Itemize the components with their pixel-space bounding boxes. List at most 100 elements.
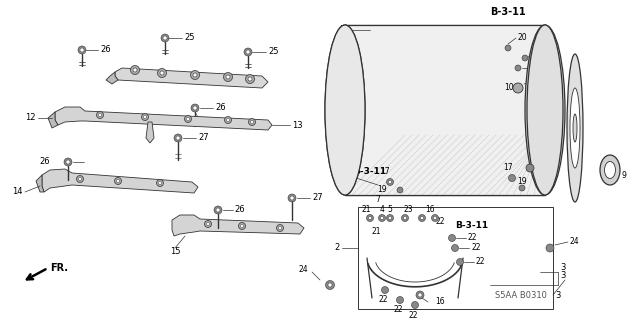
- Circle shape: [186, 117, 189, 121]
- Text: 25: 25: [184, 33, 195, 42]
- Text: FR.: FR.: [50, 263, 68, 273]
- Ellipse shape: [570, 88, 580, 168]
- Text: 15: 15: [170, 248, 180, 256]
- Text: 1: 1: [339, 26, 344, 34]
- Circle shape: [403, 217, 406, 219]
- Polygon shape: [48, 112, 58, 128]
- Circle shape: [246, 50, 250, 54]
- Ellipse shape: [527, 25, 563, 195]
- Circle shape: [77, 175, 83, 182]
- Circle shape: [387, 214, 394, 221]
- Circle shape: [239, 222, 246, 229]
- Text: 21: 21: [361, 205, 371, 214]
- Circle shape: [416, 291, 424, 299]
- Polygon shape: [42, 169, 198, 193]
- Text: S5AA B0310: S5AA B0310: [495, 291, 547, 300]
- Text: 22: 22: [476, 257, 486, 266]
- Circle shape: [80, 48, 84, 52]
- Circle shape: [99, 114, 102, 116]
- Text: 24: 24: [298, 265, 308, 275]
- Circle shape: [546, 244, 554, 252]
- Circle shape: [418, 293, 422, 297]
- Ellipse shape: [325, 25, 365, 195]
- Circle shape: [431, 214, 438, 221]
- Circle shape: [387, 179, 394, 186]
- Circle shape: [449, 234, 456, 241]
- Circle shape: [161, 34, 169, 42]
- Circle shape: [176, 136, 180, 140]
- Circle shape: [205, 220, 211, 227]
- Circle shape: [244, 48, 252, 56]
- Text: 7: 7: [376, 196, 380, 204]
- Text: 2: 2: [335, 243, 340, 253]
- Text: 3: 3: [555, 291, 561, 300]
- Circle shape: [388, 217, 392, 219]
- Circle shape: [509, 174, 515, 182]
- Circle shape: [193, 73, 197, 77]
- Polygon shape: [115, 68, 268, 88]
- Circle shape: [223, 72, 232, 81]
- Circle shape: [381, 217, 383, 219]
- Circle shape: [116, 180, 120, 182]
- Polygon shape: [172, 215, 304, 236]
- Circle shape: [141, 114, 148, 121]
- Circle shape: [248, 118, 255, 125]
- Text: 17: 17: [380, 167, 390, 176]
- Circle shape: [214, 206, 222, 214]
- Circle shape: [420, 217, 424, 219]
- Circle shape: [276, 225, 284, 232]
- Circle shape: [519, 185, 525, 191]
- Text: 12: 12: [26, 114, 36, 122]
- Circle shape: [278, 226, 282, 229]
- Text: 8: 8: [540, 51, 545, 61]
- Text: 16: 16: [435, 298, 445, 307]
- Circle shape: [388, 181, 392, 183]
- Text: 25: 25: [268, 48, 278, 56]
- Text: 19: 19: [517, 177, 527, 187]
- Text: 3: 3: [560, 263, 565, 272]
- Circle shape: [290, 196, 294, 200]
- Circle shape: [246, 75, 255, 84]
- Circle shape: [226, 75, 230, 79]
- Circle shape: [248, 77, 252, 81]
- Circle shape: [451, 244, 458, 251]
- Circle shape: [401, 214, 408, 221]
- Circle shape: [513, 83, 523, 93]
- Ellipse shape: [567, 54, 583, 202]
- Circle shape: [288, 194, 296, 202]
- Circle shape: [241, 225, 243, 227]
- Ellipse shape: [525, 25, 565, 195]
- Text: 26: 26: [215, 103, 226, 113]
- Circle shape: [381, 286, 388, 293]
- Text: 23: 23: [403, 205, 413, 214]
- Circle shape: [184, 115, 191, 122]
- Text: 22: 22: [378, 295, 388, 305]
- Circle shape: [157, 69, 166, 78]
- Text: 5: 5: [388, 205, 392, 214]
- Text: 22: 22: [435, 218, 445, 226]
- Circle shape: [378, 214, 385, 221]
- Circle shape: [207, 222, 209, 226]
- Circle shape: [515, 65, 521, 71]
- Text: 26: 26: [40, 158, 50, 167]
- Polygon shape: [106, 72, 118, 84]
- Circle shape: [433, 217, 436, 219]
- Polygon shape: [146, 122, 154, 143]
- Text: 13: 13: [292, 121, 303, 130]
- Circle shape: [397, 187, 403, 193]
- Circle shape: [131, 65, 140, 75]
- Text: 20: 20: [518, 33, 527, 41]
- Text: 19: 19: [377, 186, 387, 195]
- Circle shape: [522, 55, 528, 61]
- Text: 27: 27: [198, 133, 209, 143]
- Text: 14: 14: [13, 188, 23, 197]
- Circle shape: [160, 71, 164, 75]
- Text: 11: 11: [534, 78, 543, 86]
- Circle shape: [133, 68, 137, 72]
- Circle shape: [78, 46, 86, 54]
- Circle shape: [79, 177, 81, 181]
- Circle shape: [419, 214, 426, 221]
- Circle shape: [369, 217, 371, 219]
- Circle shape: [97, 112, 104, 118]
- Circle shape: [456, 258, 463, 265]
